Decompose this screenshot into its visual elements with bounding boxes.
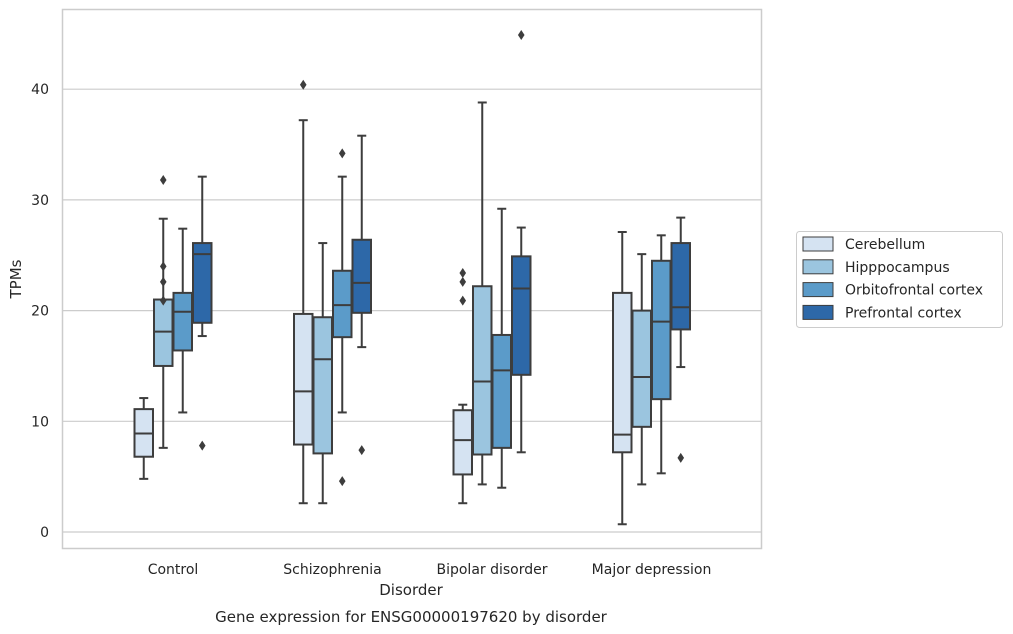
x-tick-label: Schizophrenia [283, 562, 381, 578]
chart-title: Gene expression for ENSG00000197620 by d… [215, 608, 608, 626]
box-hipppocampus [312, 242, 333, 505]
legend: Cerebellum Hipppocampus Orbitofrontal cort… [796, 231, 1003, 328]
box-body [511, 255, 532, 376]
outlier-point [338, 148, 346, 159]
box-body [670, 242, 691, 331]
box-hipppocampus [153, 174, 174, 449]
outlier-point [358, 445, 366, 456]
legend-label: Prefrontal cortex [845, 305, 962, 321]
x-tick-labels: Control Schizophrenia Bipolar disorder Majo… [148, 562, 712, 578]
box-body [293, 312, 314, 446]
legend-label: Cerebellum [845, 237, 925, 253]
y-tick-label: 20 [31, 304, 49, 320]
x-axis-label: Disorder [379, 581, 443, 599]
legend-label: Hipppocampus [845, 260, 950, 276]
outlier-point [299, 79, 307, 90]
box-body [351, 238, 372, 314]
outlier-point [338, 476, 346, 487]
box-body [472, 285, 493, 456]
outlier-point [159, 261, 167, 272]
outlier-point [159, 295, 167, 306]
box-cerebellum [452, 267, 473, 505]
legend-swatch [802, 259, 834, 275]
legend-swatch [802, 236, 834, 252]
outlier-point [677, 452, 685, 463]
box-body [491, 333, 512, 449]
y-tick-label: 0 [40, 525, 49, 541]
x-tick-label: Bipolar disorder [436, 562, 547, 578]
outlier-point [159, 174, 167, 185]
y-tick-labels: 0 10 20 30 40 [31, 82, 49, 541]
box-prefrontal-cortex [192, 175, 213, 451]
outlier-point [459, 295, 467, 306]
outlier-point [459, 276, 467, 287]
box-body [172, 291, 193, 352]
box-body [651, 259, 672, 401]
box-body [192, 242, 213, 324]
outlier-point [159, 276, 167, 287]
box-body [631, 309, 652, 428]
y-axis-label: TPMs [7, 259, 25, 299]
box-cerebellum [293, 79, 314, 505]
y-tick-label: 30 [31, 193, 49, 209]
box-orbitofrontal-cortex [172, 227, 193, 414]
box-orbitofrontal-cortex [491, 207, 512, 489]
box-orbitofrontal-cortex [332, 148, 353, 487]
y-tick-label: 40 [31, 82, 49, 98]
box-body [332, 269, 353, 339]
box-prefrontal-cortex [511, 29, 532, 454]
box-body [452, 409, 473, 476]
outlier-point [517, 29, 525, 40]
y-tick-label: 10 [31, 414, 49, 430]
outlier-point [459, 267, 467, 278]
box-orbitofrontal-cortex [651, 234, 672, 475]
box-body [153, 298, 174, 367]
box-hipppocampus [631, 253, 652, 486]
box-cerebellum [612, 231, 633, 526]
box-prefrontal-cortex [670, 216, 691, 463]
x-tick-label: Major depression [592, 562, 712, 578]
box-series [133, 29, 691, 526]
legend-frame [796, 231, 1003, 328]
legend-label: Orbitofrontal cortex [845, 283, 983, 299]
box-body [612, 291, 633, 454]
box-hipppocampus [472, 101, 493, 486]
box-body [312, 316, 333, 455]
plot-area-frame [61, 8, 763, 550]
x-tick-label: Control [148, 562, 199, 578]
box-prefrontal-cortex [351, 134, 372, 456]
legend-swatch [802, 282, 834, 298]
box-cerebellum [133, 397, 154, 480]
outlier-point [198, 440, 206, 451]
legend-swatch [802, 304, 834, 320]
